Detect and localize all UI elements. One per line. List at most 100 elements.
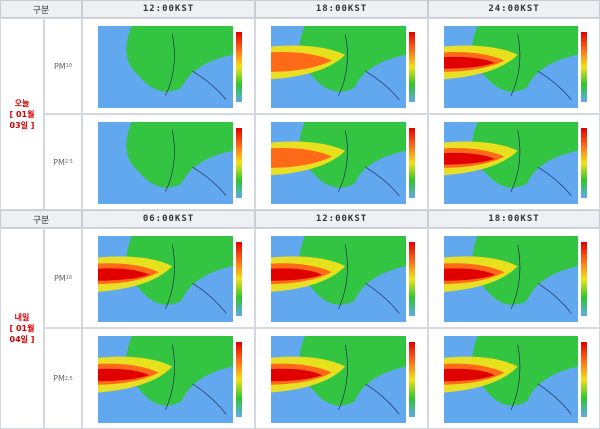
concentration-map — [271, 122, 406, 204]
land-area — [472, 26, 578, 92]
coastline — [365, 283, 400, 314]
land-area — [472, 122, 578, 188]
coastline — [338, 244, 348, 310]
color-scale-bar — [236, 342, 242, 417]
coastline — [192, 383, 227, 415]
day-label-today: 오늘 [ 01월 03일 ] — [0, 18, 44, 210]
concentration-map — [98, 122, 233, 204]
header-gubun: 구분 — [0, 210, 82, 228]
high-zone — [271, 148, 332, 168]
header-time: 24:00KST — [428, 0, 600, 18]
coastline — [165, 34, 175, 96]
coastline — [192, 166, 227, 196]
header-time: 18:00KST — [255, 0, 428, 18]
coastline — [365, 383, 400, 415]
pm25-label: PM 2.5 — [44, 328, 82, 429]
pm-text: PM — [53, 273, 66, 283]
concentration-map — [98, 236, 233, 322]
map-image — [98, 336, 233, 423]
map-cell — [82, 328, 255, 429]
map-cell — [428, 114, 600, 210]
very-high-zone — [98, 268, 150, 281]
header-gubun: 구분 — [0, 0, 82, 18]
pm-sub: 2.5 — [64, 159, 73, 165]
concentration-map — [444, 236, 578, 322]
color-scale-bar — [409, 342, 415, 417]
land-area — [472, 236, 578, 305]
land-area — [126, 26, 233, 92]
map-cell — [82, 228, 255, 328]
map-image — [98, 26, 233, 108]
header-time: 06:00KST — [82, 210, 255, 228]
color-scale-bar — [581, 342, 587, 417]
coastline — [510, 34, 521, 96]
header-time: 12:00KST — [255, 210, 428, 228]
land-area — [126, 336, 233, 406]
land-area — [299, 336, 406, 406]
map-image — [444, 236, 578, 322]
pm-sub: 2.5 — [64, 375, 73, 382]
color-scale-bar — [236, 242, 242, 316]
coastline — [537, 283, 572, 314]
map-cell — [428, 228, 600, 328]
day-name: 오늘 — [14, 98, 30, 108]
color-scale-bar — [409, 128, 415, 198]
concentration-map — [271, 236, 406, 322]
very-high-zone — [444, 368, 495, 382]
color-scale-bar — [581, 32, 587, 102]
very-high-zone — [271, 368, 323, 382]
concentration-map — [98, 26, 233, 108]
map-image — [271, 336, 406, 423]
land-area — [126, 122, 233, 188]
land-area — [299, 236, 406, 305]
map-image — [98, 122, 233, 204]
coastline — [365, 70, 400, 100]
pm-sub: 10 — [65, 275, 73, 281]
map-cell — [428, 328, 600, 429]
pm-text: PM — [53, 157, 65, 167]
very-high-zone — [444, 152, 495, 165]
concentration-map — [271, 26, 406, 108]
coastline — [537, 166, 572, 196]
coastline — [165, 244, 175, 310]
map-image — [444, 336, 578, 423]
high-zone — [271, 52, 332, 72]
concentration-map — [444, 26, 578, 108]
map-image — [271, 236, 406, 322]
land-area — [299, 26, 406, 92]
concentration-map — [271, 336, 406, 423]
day-label-tomorrow: 내일 [ 01월 04일 ] — [0, 228, 44, 429]
coastline — [510, 344, 521, 411]
pm10-label: PM 10 — [44, 18, 82, 114]
header-time: 18:00KST — [428, 210, 600, 228]
color-scale-bar — [236, 32, 242, 102]
map-cell — [255, 328, 428, 429]
coastline — [510, 244, 521, 310]
color-scale-bar — [409, 32, 415, 102]
land-area — [472, 336, 578, 406]
land-area — [126, 236, 233, 305]
pm25-label: PM 2.5 — [44, 114, 82, 210]
very-high-zone — [444, 268, 495, 281]
pm-sub: 10 — [65, 63, 73, 69]
coastline — [338, 130, 348, 192]
map-cell — [255, 18, 428, 114]
coastline — [165, 130, 175, 192]
header-time: 12:00KST — [82, 0, 255, 18]
day-date: 03일 ] — [9, 120, 35, 130]
concentration-map — [98, 336, 233, 423]
coastline — [192, 70, 227, 100]
day-name: 내일 — [14, 313, 30, 322]
map-image — [444, 122, 578, 204]
color-scale-bar — [236, 128, 242, 198]
very-high-zone — [271, 268, 323, 281]
map-image — [271, 26, 406, 108]
coastline — [537, 383, 572, 415]
map-cell — [82, 114, 255, 210]
coastline — [165, 344, 175, 411]
map-cell — [255, 114, 428, 210]
coastline — [510, 130, 521, 192]
color-scale-bar — [581, 128, 587, 198]
pm-text: PM — [53, 374, 65, 383]
